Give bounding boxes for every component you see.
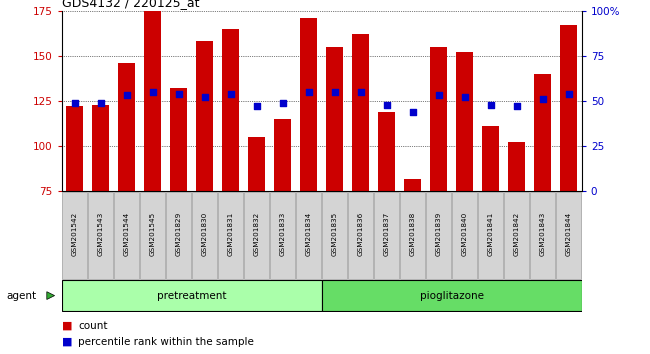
Bar	[274, 119, 291, 191]
FancyBboxPatch shape	[374, 192, 400, 279]
Point	[356, 89, 366, 95]
Bar	[300, 18, 317, 191]
Text: GSM201830: GSM201830	[202, 212, 208, 256]
Point	[538, 96, 548, 102]
Point	[200, 95, 210, 100]
Bar	[482, 126, 499, 191]
Point	[148, 89, 158, 95]
Bar	[248, 137, 265, 191]
Text: GSM201542: GSM201542	[72, 212, 78, 256]
Text: GSM201838: GSM201838	[410, 212, 416, 256]
Text: ■: ■	[62, 337, 72, 347]
Bar	[326, 47, 343, 191]
Text: pretreatment: pretreatment	[157, 291, 226, 301]
Bar	[118, 63, 135, 191]
Point	[382, 102, 392, 107]
Bar	[534, 74, 551, 191]
FancyBboxPatch shape	[478, 192, 504, 279]
FancyBboxPatch shape	[62, 280, 322, 311]
Text: GSM201833: GSM201833	[280, 212, 286, 256]
Text: GSM201832: GSM201832	[254, 212, 260, 256]
Text: GSM201839: GSM201839	[436, 212, 442, 256]
FancyBboxPatch shape	[530, 192, 556, 279]
FancyBboxPatch shape	[114, 192, 140, 279]
FancyBboxPatch shape	[322, 192, 348, 279]
Point	[122, 93, 132, 98]
Text: GSM201841: GSM201841	[488, 212, 494, 256]
Bar	[170, 88, 187, 191]
Text: GSM201835: GSM201835	[332, 212, 338, 256]
Bar	[378, 112, 395, 191]
Bar	[196, 41, 213, 191]
FancyBboxPatch shape	[244, 192, 270, 279]
Bar	[352, 34, 369, 191]
Bar	[222, 29, 239, 191]
Text: GSM201834: GSM201834	[306, 212, 312, 256]
Text: GSM201844: GSM201844	[566, 212, 572, 256]
FancyBboxPatch shape	[296, 192, 322, 279]
FancyBboxPatch shape	[426, 192, 452, 279]
Point	[226, 91, 236, 97]
Point	[512, 103, 522, 109]
Bar	[144, 9, 161, 191]
Point	[304, 89, 314, 95]
FancyBboxPatch shape	[218, 192, 244, 279]
Text: GSM201545: GSM201545	[150, 212, 156, 256]
Point	[252, 103, 262, 109]
Point	[408, 109, 418, 115]
Bar	[456, 52, 473, 191]
Text: count: count	[78, 321, 107, 331]
Point	[434, 93, 444, 98]
Text: GSM201843: GSM201843	[540, 212, 546, 256]
Bar	[66, 106, 83, 191]
Text: ■: ■	[62, 321, 72, 331]
FancyBboxPatch shape	[166, 192, 192, 279]
Point	[330, 89, 340, 95]
Text: GSM201543: GSM201543	[98, 212, 104, 256]
FancyBboxPatch shape	[504, 192, 530, 279]
FancyBboxPatch shape	[270, 192, 296, 279]
Point	[174, 91, 184, 97]
Text: GSM201842: GSM201842	[514, 212, 520, 256]
Bar	[92, 104, 109, 191]
Bar	[508, 142, 525, 191]
FancyBboxPatch shape	[62, 192, 88, 279]
Point	[96, 100, 106, 105]
Text: pioglitazone: pioglitazone	[420, 291, 484, 301]
Point	[460, 95, 470, 100]
Text: GSM201836: GSM201836	[358, 212, 364, 256]
Point	[564, 91, 574, 97]
Text: GSM201829: GSM201829	[176, 212, 182, 256]
FancyBboxPatch shape	[556, 192, 582, 279]
Text: agent: agent	[6, 291, 36, 301]
Text: GSM201840: GSM201840	[462, 212, 468, 256]
Text: GSM201831: GSM201831	[227, 212, 234, 256]
Text: GSM201544: GSM201544	[124, 212, 130, 256]
Bar	[560, 25, 577, 191]
FancyBboxPatch shape	[452, 192, 478, 279]
Bar	[430, 47, 447, 191]
FancyBboxPatch shape	[322, 280, 582, 311]
FancyBboxPatch shape	[192, 192, 218, 279]
Text: GSM201837: GSM201837	[384, 212, 390, 256]
FancyBboxPatch shape	[400, 192, 426, 279]
FancyBboxPatch shape	[140, 192, 166, 279]
FancyBboxPatch shape	[88, 192, 114, 279]
Point	[278, 100, 288, 105]
Text: percentile rank within the sample: percentile rank within the sample	[78, 337, 254, 347]
Bar	[404, 178, 421, 191]
Point	[486, 102, 496, 107]
Point	[70, 100, 80, 105]
FancyBboxPatch shape	[348, 192, 374, 279]
Text: GDS4132 / 220125_at: GDS4132 / 220125_at	[62, 0, 200, 10]
